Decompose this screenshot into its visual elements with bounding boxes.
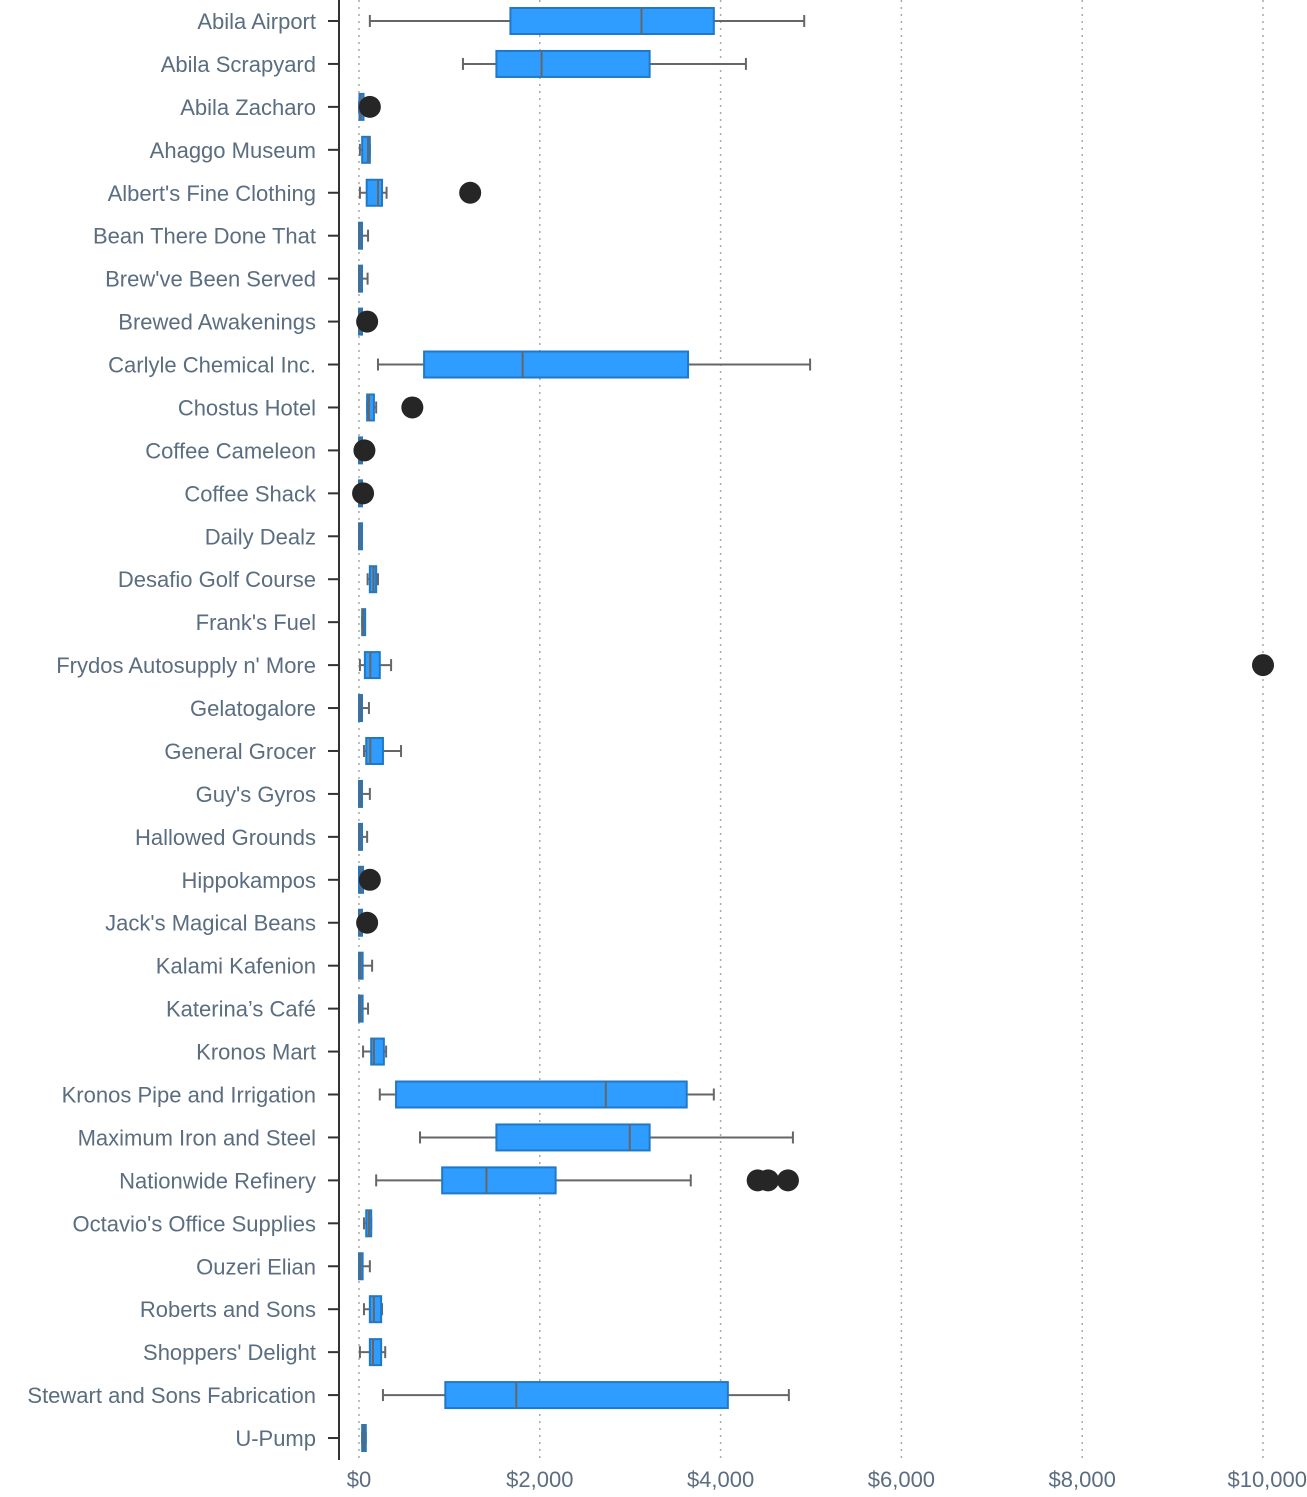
category-label: Albert's Fine Clothing	[108, 181, 316, 206]
category-label: Ouzeri Elian	[196, 1254, 316, 1279]
category-label: Frydos Autosupply n' More	[56, 653, 316, 678]
category-label: Abila Airport	[197, 9, 316, 34]
category-label: Chostus Hotel	[178, 395, 316, 420]
box	[365, 178, 384, 207]
category-label: Maximum Iron and Steel	[78, 1125, 316, 1150]
category-label: Hallowed Grounds	[135, 825, 316, 850]
category-label: Katerina’s Café	[166, 997, 316, 1022]
outlier-point	[776, 1169, 799, 1192]
outlier-point	[358, 868, 381, 891]
category-label: Jack's Magical Beans	[105, 911, 316, 936]
outlier-point	[352, 482, 375, 505]
x-tick-label: $6,000	[868, 1467, 935, 1492]
category-label: General Grocer	[164, 739, 316, 764]
category-label: Daily Dealz	[205, 524, 316, 549]
box	[395, 1080, 688, 1109]
box	[444, 1381, 729, 1410]
category-label: Nationwide Refinery	[119, 1168, 316, 1193]
category-label: Gelatogalore	[190, 696, 316, 721]
category-label: Desafio Golf Course	[118, 567, 316, 592]
category-label: Coffee Shack	[184, 481, 317, 506]
box	[365, 736, 384, 765]
outlier-point	[353, 439, 376, 462]
outlier-point	[356, 310, 379, 333]
category-label: Coffee Cameleon	[145, 438, 316, 463]
category-label: Kalami Kafenion	[156, 954, 316, 979]
x-tick-label: $0	[347, 1467, 371, 1492]
category-label: Kronos Pipe and Irrigation	[62, 1083, 316, 1108]
category-label: Kronos Mart	[196, 1040, 316, 1065]
box	[509, 7, 715, 35]
x-axis: $0 $2,000 $4,000 $6,000 $8,000 $10,000	[347, 1467, 1307, 1492]
category-label: Abila Zacharo	[180, 95, 316, 120]
grid-lines	[358, 0, 1264, 1460]
outlier-point	[459, 181, 482, 204]
category-label: Abila Scrapyard	[161, 52, 316, 77]
outlier-point	[356, 911, 379, 934]
box	[441, 1166, 557, 1195]
x-tick-label: $2,000	[506, 1467, 573, 1492]
outlier-point	[401, 396, 424, 419]
category-label: Shoppers' Delight	[143, 1340, 316, 1365]
box	[361, 135, 371, 164]
category-label: U-Pump	[235, 1426, 316, 1451]
category-label: Brew've Been Served	[105, 267, 316, 292]
box	[363, 651, 381, 680]
category-label: Brewed Awakenings	[118, 310, 316, 335]
category-label: Octavio's Office Supplies	[73, 1211, 316, 1236]
box	[495, 49, 651, 78]
category-label: Bean There Done That	[93, 224, 316, 249]
box	[368, 1295, 383, 1324]
box	[495, 1123, 651, 1152]
x-tick-label: $8,000	[1049, 1467, 1116, 1492]
category-label: Stewart and Sons Fabrication	[27, 1383, 316, 1408]
x-tick-label: $10,000	[1227, 1467, 1307, 1492]
x-tick-label: $4,000	[687, 1467, 754, 1492]
outlier-point	[1252, 654, 1274, 677]
y-axis: Abila Airport Abila Scrapyard Abila Zachar…	[27, 0, 340, 1460]
outlier-point	[358, 95, 381, 118]
category-label: Hippokampos	[181, 868, 316, 893]
box	[368, 1338, 383, 1367]
category-label: Carlyle Chemical Inc.	[108, 353, 316, 378]
box	[366, 393, 375, 422]
category-label: Frank's Fuel	[196, 610, 316, 635]
box	[423, 350, 690, 379]
box-marks	[352, 7, 1274, 1453]
category-label: Ahaggo Museum	[150, 138, 316, 163]
category-label: Guy's Gyros	[196, 782, 316, 807]
category-label: Roberts and Sons	[140, 1297, 316, 1322]
outlier-point	[757, 1169, 780, 1192]
